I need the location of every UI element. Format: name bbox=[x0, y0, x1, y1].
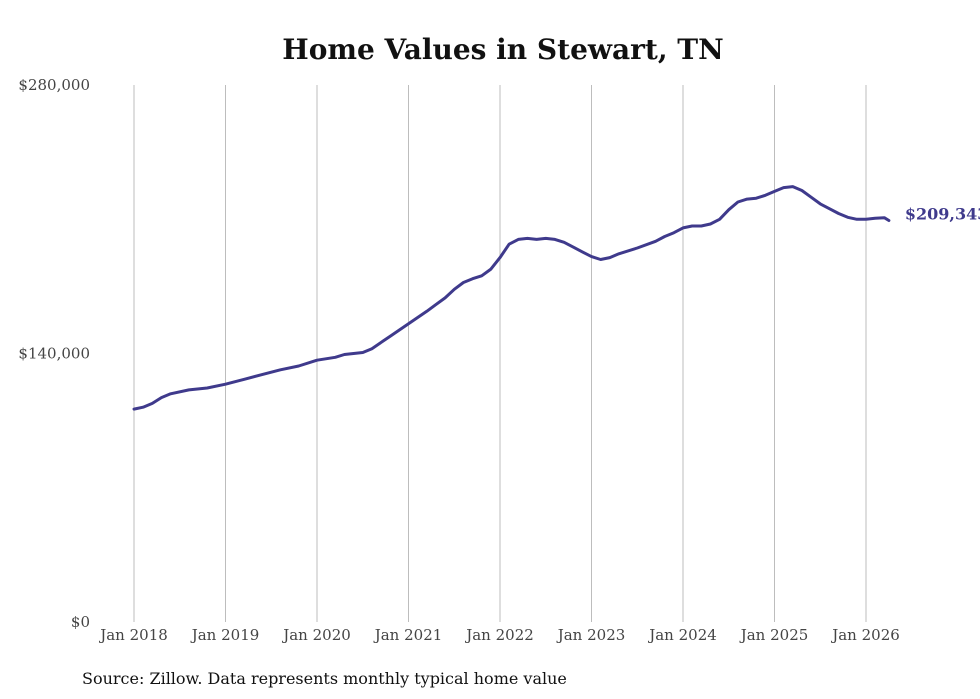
latest-value-label: $209,343 bbox=[905, 205, 980, 224]
y-tick-label: $280,000 bbox=[18, 76, 90, 94]
y-tick-label: $0 bbox=[71, 613, 90, 631]
x-tick-label: Jan 2022 bbox=[464, 626, 534, 644]
x-tick-label: Jan 2021 bbox=[373, 626, 443, 644]
x-tick-label: Jan 2018 bbox=[98, 626, 168, 644]
y-tick-label: $140,000 bbox=[18, 345, 90, 363]
y-axis-tick-labels: $0 $140,000 $280,000 bbox=[18, 76, 90, 631]
source-note: Source: Zillow. Data represents monthly … bbox=[82, 669, 567, 688]
x-tick-label: Jan 2019 bbox=[190, 626, 260, 644]
x-tick-label: Jan 2020 bbox=[281, 626, 351, 644]
x-tick-label: Jan 2023 bbox=[556, 626, 626, 644]
x-tick-label: Jan 2025 bbox=[739, 626, 809, 644]
x-tick-label: Jan 2024 bbox=[647, 626, 717, 644]
vertical-gridlines bbox=[133, 85, 867, 622]
x-tick-label: Jan 2026 bbox=[830, 626, 900, 644]
chart-title: Home Values in Stewart, TN bbox=[282, 33, 724, 66]
x-axis-tick-labels: Jan 2018 Jan 2019 Jan 2020 Jan 2021 Jan 2022… bbox=[98, 626, 900, 644]
home-value-series-line bbox=[132, 185, 891, 411]
